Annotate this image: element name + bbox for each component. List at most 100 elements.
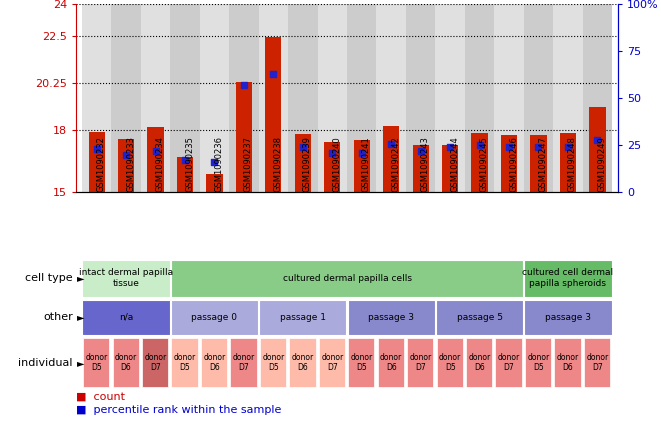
Text: GSM1090233: GSM1090233 (126, 137, 135, 192)
Bar (171, 4, 200, 192)
Text: GSM1090232: GSM1090232 (97, 137, 106, 192)
Text: GSM1090240: GSM1090240 (332, 137, 341, 192)
Point (563, 144, 573, 151)
Text: cultured cell dermal
papilla spheroids: cultured cell dermal papilla spheroids (522, 269, 613, 288)
Bar (553, 4, 583, 192)
Text: donor
D6: donor D6 (292, 353, 314, 372)
Text: cultured dermal papilla cells: cultured dermal papilla cells (282, 274, 412, 283)
Bar (206, 174, 223, 192)
Text: donor
D6: donor D6 (204, 353, 225, 372)
Bar (290, 338, 315, 387)
Text: donor
D6: donor D6 (557, 353, 579, 372)
Point (121, 151, 132, 158)
Text: donor
D5: donor D5 (350, 353, 373, 372)
Point (504, 144, 514, 151)
Text: donor
D7: donor D7 (410, 353, 432, 372)
Text: donor
D7: donor D7 (144, 353, 167, 372)
Bar (89, 132, 104, 192)
Bar (524, 300, 611, 335)
Point (91, 146, 102, 153)
Point (386, 140, 397, 147)
Bar (466, 338, 492, 387)
Bar (436, 300, 524, 335)
Bar (111, 4, 141, 192)
Text: GSM1090249: GSM1090249 (598, 137, 606, 192)
Point (150, 148, 161, 154)
Text: GSM1090247: GSM1090247 (539, 137, 547, 192)
Bar (584, 338, 610, 387)
Point (327, 150, 338, 157)
Bar (524, 4, 553, 192)
Text: GSM1090241: GSM1090241 (362, 137, 371, 192)
Bar (436, 4, 465, 192)
Text: GSM1090248: GSM1090248 (568, 137, 577, 192)
Point (415, 148, 426, 154)
Point (445, 144, 455, 151)
Bar (354, 140, 370, 192)
Text: GSM1090237: GSM1090237 (244, 137, 253, 192)
Text: ►: ► (77, 273, 85, 283)
Text: n/a: n/a (119, 313, 134, 322)
Bar (258, 4, 288, 192)
Text: individual: individual (19, 358, 73, 368)
Bar (260, 338, 286, 387)
Bar (295, 134, 311, 192)
Bar (496, 338, 522, 387)
Bar (494, 4, 524, 192)
Text: cell type: cell type (25, 273, 73, 283)
Text: GSM1090242: GSM1090242 (391, 137, 400, 192)
Text: donor
D7: donor D7 (586, 353, 609, 372)
Bar (171, 300, 258, 335)
Bar (200, 4, 229, 192)
Bar (147, 126, 164, 192)
Text: donor
D5: donor D5 (85, 353, 108, 372)
Bar (112, 338, 139, 387)
Bar (377, 4, 406, 192)
Bar (555, 338, 580, 387)
Text: passage 0: passage 0 (192, 313, 237, 322)
Text: passage 3: passage 3 (545, 313, 591, 322)
Bar (407, 338, 434, 387)
Point (297, 144, 308, 151)
Bar (317, 4, 347, 192)
Bar (406, 4, 436, 192)
Point (268, 71, 279, 77)
Bar (236, 82, 252, 192)
Point (239, 82, 249, 88)
Bar (347, 4, 377, 192)
Bar (141, 4, 171, 192)
Text: donor
D5: donor D5 (439, 353, 461, 372)
Bar (171, 338, 198, 387)
Point (592, 136, 603, 143)
Bar (83, 338, 109, 387)
Point (475, 142, 485, 149)
Text: donor
D5: donor D5 (262, 353, 284, 372)
Bar (383, 126, 399, 192)
Bar (288, 4, 317, 192)
Point (533, 144, 544, 151)
Text: GSM1090246: GSM1090246 (509, 137, 518, 192)
Text: GSM1090234: GSM1090234 (155, 137, 165, 192)
Bar (231, 338, 256, 387)
Text: passage 5: passage 5 (457, 313, 502, 322)
Text: passage 1: passage 1 (280, 313, 326, 322)
Text: GSM1090245: GSM1090245 (480, 137, 488, 192)
Text: donor
D6: donor D6 (469, 353, 490, 372)
Bar (259, 300, 346, 335)
Bar (583, 4, 612, 192)
Bar (590, 107, 605, 192)
Bar (83, 260, 170, 297)
Bar (377, 338, 404, 387)
Text: GSM1090239: GSM1090239 (303, 137, 312, 192)
Text: donor
D5: donor D5 (527, 353, 550, 372)
Bar (265, 37, 282, 192)
Bar (142, 338, 168, 387)
Text: ■  percentile rank within the sample: ■ percentile rank within the sample (76, 405, 282, 415)
Bar (412, 146, 429, 192)
Text: GSM1090238: GSM1090238 (274, 137, 282, 192)
Bar (530, 135, 547, 192)
Bar (82, 4, 111, 192)
Text: GSM1090244: GSM1090244 (450, 137, 459, 192)
Text: passage 3: passage 3 (368, 313, 414, 322)
Text: other: other (43, 312, 73, 322)
